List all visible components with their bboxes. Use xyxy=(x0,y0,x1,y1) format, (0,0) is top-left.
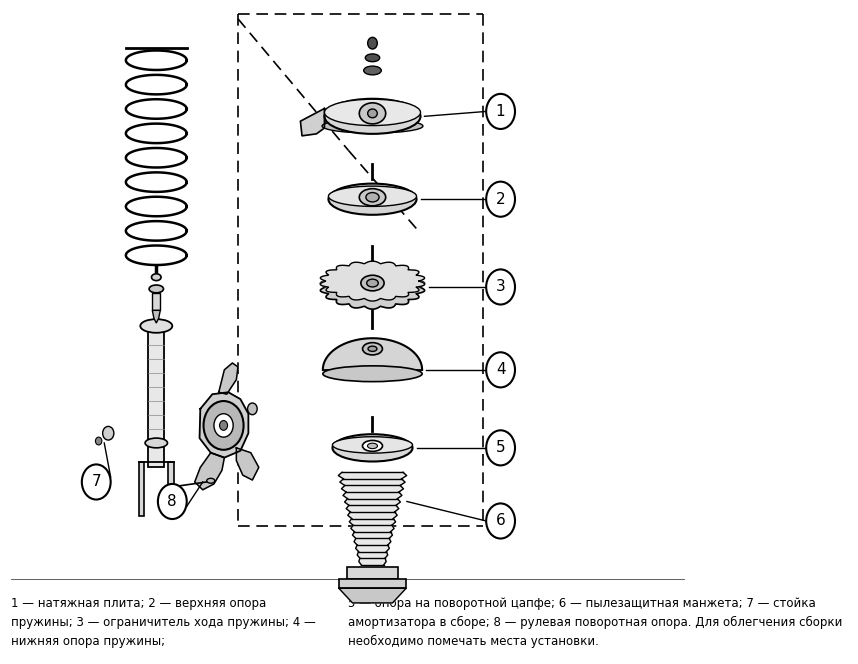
Polygon shape xyxy=(195,453,224,490)
Polygon shape xyxy=(300,108,324,136)
Ellipse shape xyxy=(322,119,423,133)
Polygon shape xyxy=(126,124,187,143)
Polygon shape xyxy=(320,261,425,301)
Text: 5 — опора на поворотной цапфе; 6 — пылезащитная манжета; 7 — стойка
амортизатора: 5 — опора на поворотной цапфе; 6 — пылез… xyxy=(348,597,843,648)
Polygon shape xyxy=(341,485,403,492)
Polygon shape xyxy=(320,265,425,309)
Polygon shape xyxy=(338,472,407,479)
Ellipse shape xyxy=(364,66,381,75)
Ellipse shape xyxy=(362,440,383,452)
Text: 2: 2 xyxy=(496,192,505,207)
Circle shape xyxy=(158,484,187,519)
Polygon shape xyxy=(126,197,187,216)
Text: 3: 3 xyxy=(496,280,505,294)
Polygon shape xyxy=(340,479,405,485)
Circle shape xyxy=(368,37,378,49)
Ellipse shape xyxy=(324,99,420,125)
Polygon shape xyxy=(345,499,401,505)
FancyBboxPatch shape xyxy=(148,331,164,467)
Text: 1 — натяжная плита; 2 — верхняя опора
пружины; 3 — ограничитель хода пружины; 4 : 1 — натяжная плита; 2 — верхняя опора пр… xyxy=(10,597,316,648)
Polygon shape xyxy=(356,545,390,552)
Circle shape xyxy=(248,403,257,415)
Ellipse shape xyxy=(332,434,413,461)
Polygon shape xyxy=(126,99,187,119)
Text: 6: 6 xyxy=(496,513,505,529)
Polygon shape xyxy=(359,558,386,565)
Circle shape xyxy=(95,437,102,445)
Circle shape xyxy=(203,401,244,450)
Ellipse shape xyxy=(149,285,164,293)
Polygon shape xyxy=(236,448,259,480)
FancyBboxPatch shape xyxy=(168,463,174,516)
Circle shape xyxy=(103,426,114,440)
Ellipse shape xyxy=(141,319,172,333)
Ellipse shape xyxy=(329,186,416,207)
Ellipse shape xyxy=(368,346,377,351)
Polygon shape xyxy=(349,519,396,525)
FancyBboxPatch shape xyxy=(347,567,398,578)
Polygon shape xyxy=(126,75,187,94)
Polygon shape xyxy=(357,552,388,558)
Polygon shape xyxy=(219,363,238,394)
Ellipse shape xyxy=(152,274,161,281)
Circle shape xyxy=(486,503,515,539)
Polygon shape xyxy=(126,148,187,167)
Ellipse shape xyxy=(366,54,380,62)
Polygon shape xyxy=(343,492,402,499)
Ellipse shape xyxy=(145,438,167,448)
Ellipse shape xyxy=(323,366,422,382)
Polygon shape xyxy=(126,246,187,265)
Ellipse shape xyxy=(324,99,420,134)
Polygon shape xyxy=(346,505,399,512)
Ellipse shape xyxy=(360,189,386,206)
Polygon shape xyxy=(126,221,187,240)
Polygon shape xyxy=(353,532,392,539)
Polygon shape xyxy=(354,539,391,545)
Polygon shape xyxy=(152,310,160,323)
Ellipse shape xyxy=(363,343,383,355)
Ellipse shape xyxy=(367,443,378,449)
Polygon shape xyxy=(126,173,187,192)
Polygon shape xyxy=(339,588,406,603)
Text: 5: 5 xyxy=(496,440,505,456)
Text: 8: 8 xyxy=(167,494,177,509)
FancyBboxPatch shape xyxy=(152,293,160,310)
FancyBboxPatch shape xyxy=(139,463,144,516)
Text: 1: 1 xyxy=(496,104,505,119)
Polygon shape xyxy=(323,338,422,370)
Polygon shape xyxy=(200,392,248,457)
Ellipse shape xyxy=(329,183,416,214)
Ellipse shape xyxy=(332,437,413,453)
Circle shape xyxy=(220,420,227,430)
Circle shape xyxy=(486,430,515,465)
Ellipse shape xyxy=(366,193,379,202)
Polygon shape xyxy=(347,512,397,519)
FancyBboxPatch shape xyxy=(339,578,406,588)
Circle shape xyxy=(214,414,233,437)
Ellipse shape xyxy=(368,109,378,118)
Text: 7: 7 xyxy=(92,475,101,489)
Polygon shape xyxy=(126,50,187,70)
Ellipse shape xyxy=(361,276,384,291)
Polygon shape xyxy=(351,525,394,532)
Ellipse shape xyxy=(366,279,378,287)
Ellipse shape xyxy=(360,103,386,124)
Circle shape xyxy=(82,464,111,499)
Ellipse shape xyxy=(207,478,214,483)
Circle shape xyxy=(486,94,515,129)
Circle shape xyxy=(486,353,515,387)
Text: 4: 4 xyxy=(496,363,505,377)
Circle shape xyxy=(486,270,515,305)
Circle shape xyxy=(486,182,515,216)
